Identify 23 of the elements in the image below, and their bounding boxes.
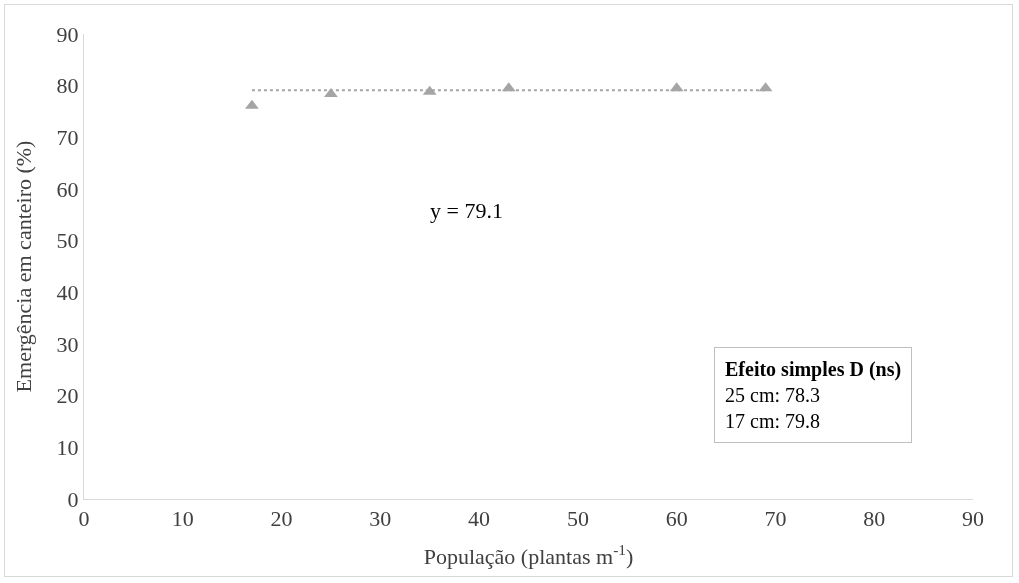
y-tick-label: 80 — [56, 73, 79, 99]
y-tick-label: 60 — [56, 176, 79, 202]
x-tick-label: 40 — [468, 506, 491, 532]
x-tick-label: 30 — [369, 506, 392, 532]
y-tick-label: 10 — [56, 435, 79, 461]
annotation: Efeito simples D (ns) 25 cm: 78.3 17 cm: 79.8 — [725, 358, 902, 432]
y-tick-label: 40 — [56, 280, 79, 306]
y-tick-label: 50 — [56, 228, 79, 254]
x-tick-label: 70 — [764, 506, 787, 532]
y-tick-label: 0 — [67, 486, 79, 512]
x-tick-label: 50 — [566, 506, 589, 532]
y-tick-label: 30 — [56, 331, 79, 357]
x-tick-label: 60 — [665, 506, 688, 532]
annotation: y = 79.1 — [430, 198, 503, 223]
x-tick-label: 10 — [171, 506, 194, 532]
y-tick-label: 90 — [56, 21, 79, 47]
y-tick-label: 20 — [56, 383, 79, 409]
x-tick-label: 80 — [863, 506, 886, 532]
x-axis-title: População (plantas m$^{-1}$) — [423, 541, 634, 570]
x-tick-label: 20 — [270, 506, 293, 532]
y-axis-title: Emergência em canteiro (%) — [11, 140, 37, 393]
x-tick-label: 90 — [962, 506, 984, 532]
y-tick-label: 70 — [56, 125, 79, 151]
